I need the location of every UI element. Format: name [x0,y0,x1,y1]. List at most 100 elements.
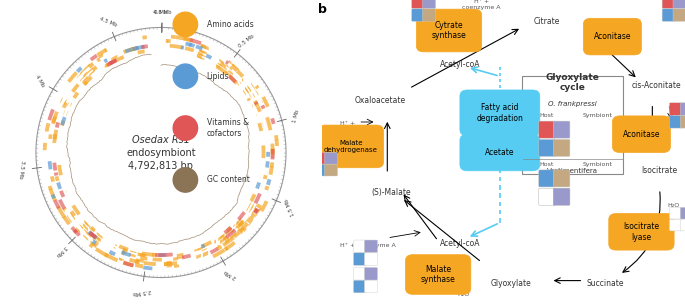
Polygon shape [271,156,275,160]
Text: Vitamins &
cofactors: Vitamins & cofactors [207,118,249,138]
Polygon shape [166,253,173,257]
Polygon shape [265,161,270,168]
Polygon shape [88,230,98,240]
Polygon shape [135,259,139,264]
FancyBboxPatch shape [609,214,674,250]
FancyBboxPatch shape [612,116,671,152]
Polygon shape [83,81,88,86]
Polygon shape [108,58,117,66]
Text: Amino acids: Amino acids [207,20,253,29]
Polygon shape [230,64,238,72]
Polygon shape [223,241,236,251]
Polygon shape [103,253,119,262]
Text: H₂O: H₂O [667,203,680,208]
Text: Symbiont: Symbiont [583,113,613,118]
Text: 3.5 Mb: 3.5 Mb [18,160,25,179]
Text: Glyoxylate
cycle: Glyoxylate cycle [545,73,599,92]
FancyBboxPatch shape [319,125,384,168]
Polygon shape [237,211,246,221]
FancyBboxPatch shape [364,253,377,265]
FancyBboxPatch shape [423,0,436,9]
Polygon shape [225,246,229,251]
Polygon shape [96,57,101,62]
Polygon shape [59,190,65,198]
Text: Vestimentifera: Vestimentifera [547,168,598,174]
Polygon shape [182,254,191,260]
FancyBboxPatch shape [353,253,366,265]
FancyBboxPatch shape [353,280,366,293]
Polygon shape [53,129,58,140]
Polygon shape [171,35,176,39]
Polygon shape [233,226,245,238]
FancyBboxPatch shape [553,139,570,156]
Polygon shape [254,208,259,213]
Polygon shape [142,35,147,40]
Polygon shape [123,261,134,267]
Text: Host: Host [540,113,554,118]
Polygon shape [90,226,96,232]
Polygon shape [266,152,270,157]
Text: Cytrate
synthase: Cytrate synthase [432,21,466,40]
Polygon shape [175,35,190,42]
Polygon shape [73,92,79,99]
Polygon shape [225,60,229,65]
Polygon shape [55,122,60,128]
Polygon shape [56,182,62,190]
Polygon shape [73,229,78,234]
Circle shape [173,116,197,140]
Circle shape [173,12,197,37]
Polygon shape [265,117,273,131]
Polygon shape [223,236,227,241]
Polygon shape [90,54,98,61]
Polygon shape [112,55,125,64]
Polygon shape [260,105,266,109]
FancyBboxPatch shape [538,188,556,205]
FancyBboxPatch shape [669,103,682,115]
Polygon shape [256,204,262,209]
Text: Lipids: Lipids [207,72,229,81]
Polygon shape [143,266,153,270]
Text: Oxaloacetate: Oxaloacetate [354,96,406,105]
Polygon shape [167,39,171,43]
Text: (S)-Malate: (S)-Malate [371,188,411,197]
Text: GC content: GC content [207,175,249,185]
Polygon shape [185,42,192,47]
Polygon shape [119,244,129,251]
Polygon shape [164,262,173,266]
FancyBboxPatch shape [314,152,327,164]
Polygon shape [58,199,66,210]
Text: Succinate: Succinate [586,279,624,288]
FancyBboxPatch shape [553,121,570,138]
FancyBboxPatch shape [353,267,366,280]
FancyBboxPatch shape [364,240,377,253]
FancyBboxPatch shape [412,0,425,9]
Polygon shape [206,54,212,59]
Text: Malate
dehydrogenase: Malate dehydrogenase [324,140,378,153]
Polygon shape [236,220,245,229]
Polygon shape [253,100,260,107]
Polygon shape [88,243,94,248]
Polygon shape [271,149,275,156]
Polygon shape [188,42,195,48]
Polygon shape [83,76,92,85]
Polygon shape [62,102,68,109]
Polygon shape [238,221,244,227]
Polygon shape [170,44,183,49]
Polygon shape [256,106,262,113]
Polygon shape [89,231,96,238]
Polygon shape [253,193,262,204]
Text: b: b [319,3,327,16]
Polygon shape [256,182,261,189]
Polygon shape [60,120,65,126]
Text: Aconitase: Aconitase [594,32,631,41]
Polygon shape [181,45,184,50]
Polygon shape [264,185,269,191]
Polygon shape [142,251,154,257]
Polygon shape [62,207,67,211]
Polygon shape [143,261,156,266]
FancyBboxPatch shape [460,90,540,136]
Polygon shape [88,62,95,69]
Polygon shape [48,134,53,139]
Polygon shape [130,47,136,52]
Text: cis-Aconitate: cis-Aconitate [631,81,681,90]
